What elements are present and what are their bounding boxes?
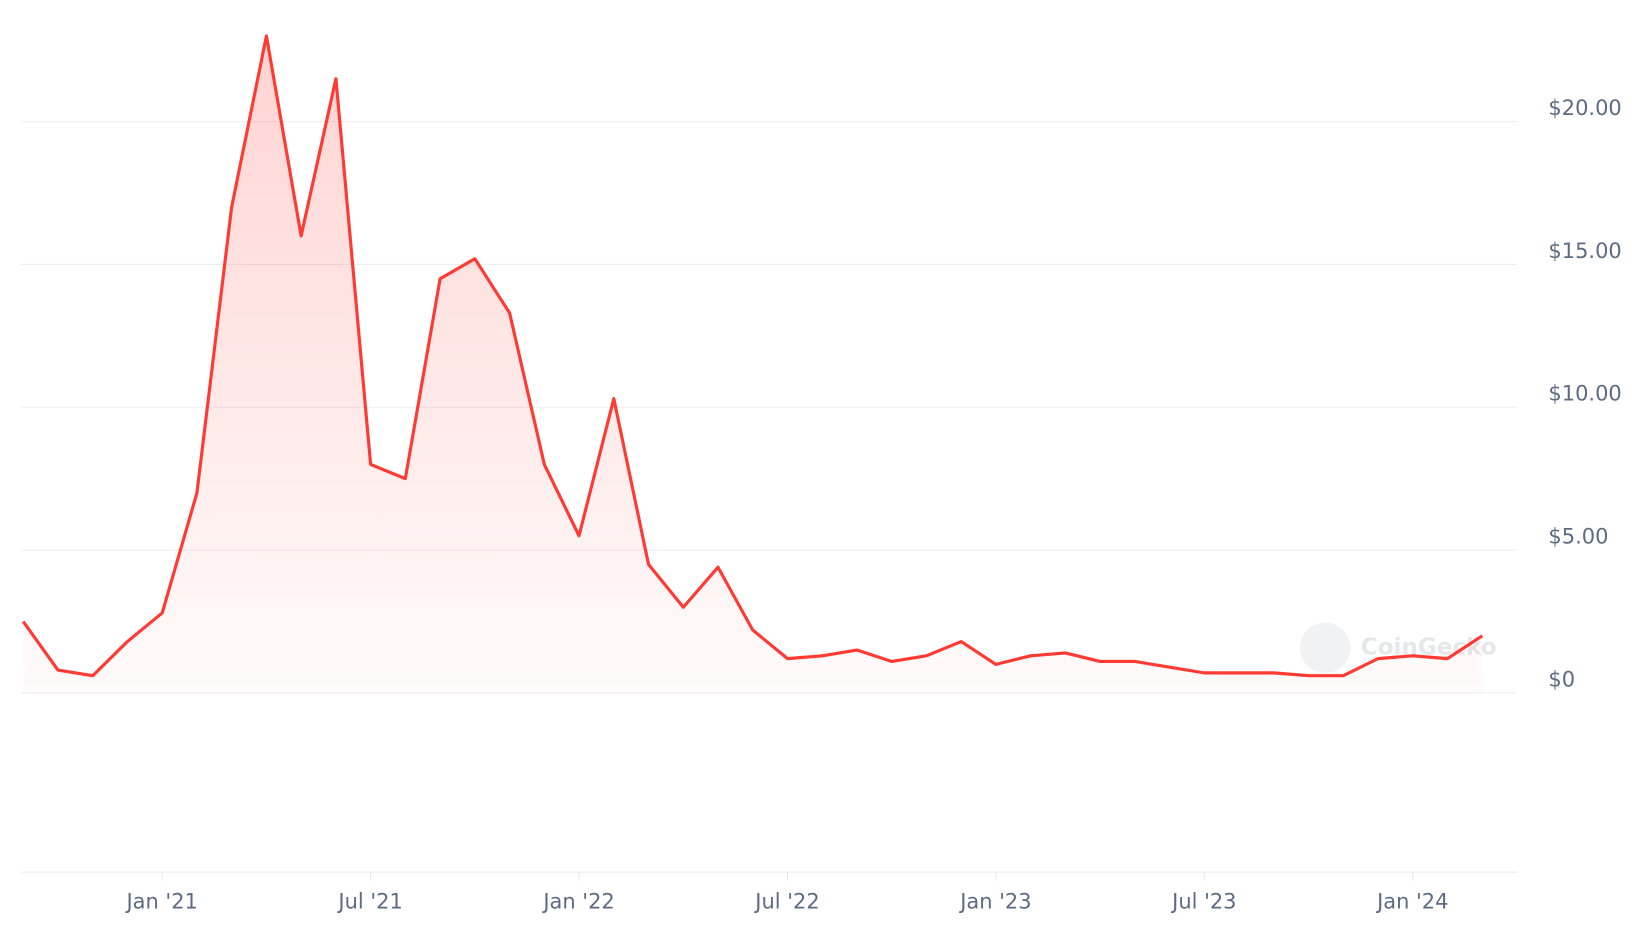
y-tick-label: $0 <box>1548 667 1575 691</box>
x-tick-label: Jul '23 <box>1170 890 1236 914</box>
x-tick-label: Jul '21 <box>336 890 402 914</box>
price-line <box>21 34 1484 678</box>
y-tick-label: $5.00 <box>1548 524 1608 548</box>
x-tick-label: Jan '23 <box>958 890 1031 914</box>
x-tick-label: Jan '22 <box>541 890 614 914</box>
watermark-group: CoinGecko <box>1300 622 1497 673</box>
price-area <box>23 35 1483 693</box>
x-tick-label: Jan '21 <box>124 890 197 914</box>
y-tick-label: $20.00 <box>1548 96 1621 120</box>
y-tick-label: $10.00 <box>1548 382 1621 406</box>
x-tick-label: Jul '22 <box>753 890 819 914</box>
watermark-logo <box>1300 622 1351 673</box>
x-tick-label: Jan '24 <box>1375 890 1448 914</box>
y-tick-label: $15.00 <box>1548 239 1621 263</box>
